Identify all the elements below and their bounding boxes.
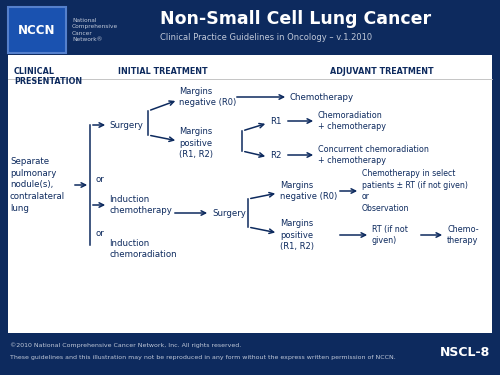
Bar (8, 7, 66, 53)
Text: R2: R2 (270, 150, 281, 159)
Text: NCCN: NCCN (18, 24, 56, 36)
Text: Induction
chemotherapy: Induction chemotherapy (109, 195, 172, 215)
Text: Margins
negative (R0): Margins negative (R0) (280, 181, 337, 201)
Text: CLINICAL
PRESENTATION: CLINICAL PRESENTATION (14, 67, 82, 86)
Text: Separate
pulmonary
nodule(s),
contralateral
lung: Separate pulmonary nodule(s), contralate… (10, 157, 65, 213)
Text: National
Comprehensive
Cancer
Network®: National Comprehensive Cancer Network® (72, 18, 118, 42)
Text: RT (if not
given): RT (if not given) (372, 225, 408, 245)
Text: Non-Small Cell Lung Cancer: Non-Small Cell Lung Cancer (160, 10, 431, 28)
Text: Margins
positive
(R1, R2): Margins positive (R1, R2) (179, 128, 213, 159)
Text: ©2010 National Comprehensive Cancer Network, Inc. All rights reserved.: ©2010 National Comprehensive Cancer Netw… (10, 342, 241, 348)
Bar (8, 55, 492, 333)
Text: Margins
positive
(R1, R2): Margins positive (R1, R2) (280, 219, 314, 251)
Text: Margins
negative (R0): Margins negative (R0) (179, 87, 236, 107)
Text: Clinical Practice Guidelines in Oncology – v.1.2010: Clinical Practice Guidelines in Oncology… (160, 33, 372, 42)
Text: Chemoradiation
+ chemotherapy: Chemoradiation + chemotherapy (318, 111, 386, 131)
Text: Chemo-
therapy: Chemo- therapy (447, 225, 478, 245)
Text: Chemotherapy in select
patients ± RT (if not given)
or
Observation: Chemotherapy in select patients ± RT (if… (362, 170, 468, 213)
Text: Induction
chemoradiation: Induction chemoradiation (109, 239, 176, 259)
Text: or: or (95, 176, 104, 184)
Text: Surgery: Surgery (109, 120, 143, 129)
Text: Chemotherapy: Chemotherapy (290, 93, 354, 102)
Text: These guidelines and this illustration may not be reproduced in any form without: These guidelines and this illustration m… (10, 354, 396, 360)
Text: INITIAL TREATMENT: INITIAL TREATMENT (118, 67, 208, 76)
Text: NSCL-8: NSCL-8 (440, 346, 490, 360)
Text: Surgery: Surgery (212, 209, 246, 218)
Text: or: or (95, 228, 104, 237)
Text: R1: R1 (270, 117, 281, 126)
Text: ADJUVANT TREATMENT: ADJUVANT TREATMENT (330, 67, 434, 76)
Text: Concurrent chemoradiation
+ chemotherapy: Concurrent chemoradiation + chemotherapy (318, 145, 429, 165)
